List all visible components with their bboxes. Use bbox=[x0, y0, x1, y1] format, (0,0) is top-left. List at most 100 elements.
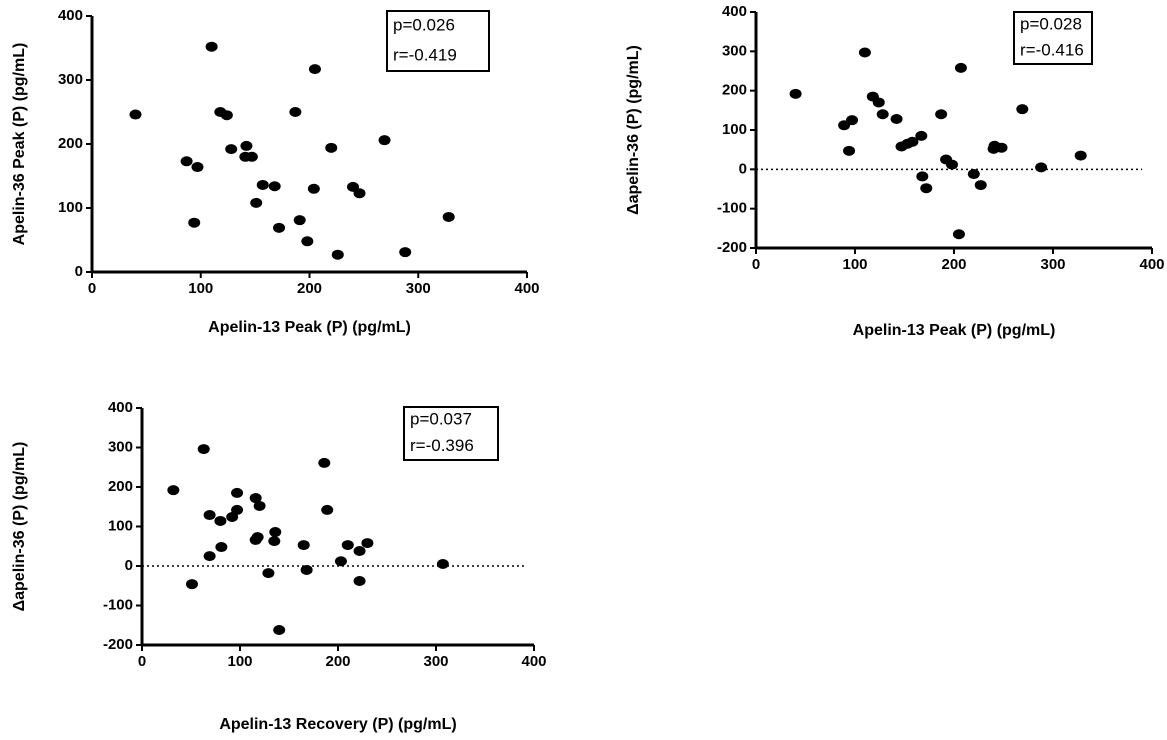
point bbox=[789, 88, 802, 99]
point bbox=[203, 510, 216, 521]
annotation-text: r=-0.419 bbox=[393, 45, 457, 64]
point bbox=[361, 538, 374, 549]
y-tick-label: 200 bbox=[108, 478, 133, 495]
point bbox=[301, 236, 314, 247]
y-tick-label: 0 bbox=[125, 557, 133, 574]
point bbox=[915, 130, 928, 141]
x-tick-label: 400 bbox=[514, 280, 539, 297]
point bbox=[876, 109, 889, 120]
y-tick-label: 100 bbox=[58, 199, 83, 216]
point bbox=[906, 136, 919, 147]
point bbox=[846, 115, 859, 126]
point bbox=[220, 110, 233, 121]
point bbox=[399, 247, 412, 258]
point bbox=[331, 249, 344, 260]
point bbox=[995, 142, 1008, 153]
point bbox=[180, 156, 193, 167]
y-tick-label: 400 bbox=[58, 7, 83, 24]
point bbox=[353, 545, 366, 556]
point bbox=[341, 540, 354, 551]
point bbox=[250, 197, 263, 208]
point bbox=[167, 485, 180, 496]
point bbox=[289, 107, 302, 117]
y-axis-label: Δapelin-36 (P) (pg/mL) bbox=[625, 45, 642, 215]
point bbox=[872, 97, 885, 108]
y-tick-label: 400 bbox=[722, 3, 747, 20]
annotation-text: p=0.028 bbox=[1020, 14, 1082, 33]
point bbox=[307, 183, 320, 194]
point bbox=[256, 179, 269, 190]
y-tick-label: 200 bbox=[58, 135, 83, 152]
x-tick-label: 400 bbox=[521, 653, 546, 670]
point bbox=[293, 215, 306, 226]
point bbox=[890, 113, 903, 124]
y-tick-label: 300 bbox=[108, 438, 133, 455]
x-tick-label: 200 bbox=[297, 280, 322, 297]
point bbox=[231, 487, 244, 498]
point bbox=[1074, 150, 1087, 161]
annotation-text: p=0.026 bbox=[393, 15, 455, 34]
annotation-text: r=-0.396 bbox=[410, 436, 474, 455]
point bbox=[353, 576, 366, 587]
x-tick-label: 100 bbox=[227, 653, 252, 670]
point bbox=[268, 536, 281, 547]
y-axis-label: Δapelin-36 (P) (pg/mL) bbox=[11, 442, 28, 612]
annotation-box bbox=[1013, 11, 1093, 65]
x-tick-label: 400 bbox=[1139, 256, 1164, 273]
x-tick-label: 300 bbox=[423, 653, 448, 670]
point bbox=[858, 47, 871, 58]
point bbox=[225, 144, 238, 155]
point bbox=[240, 140, 253, 151]
point bbox=[273, 624, 286, 635]
x-tick-label: 300 bbox=[406, 280, 431, 297]
point bbox=[1035, 162, 1048, 173]
x-tick-label: 0 bbox=[138, 653, 146, 670]
point bbox=[318, 457, 331, 468]
point bbox=[974, 180, 987, 191]
point bbox=[268, 181, 281, 192]
point bbox=[215, 542, 228, 553]
annotation-box bbox=[403, 406, 499, 461]
point bbox=[967, 169, 980, 180]
y-tick-label: 200 bbox=[722, 82, 747, 99]
point bbox=[1016, 104, 1029, 115]
point bbox=[916, 171, 929, 182]
y-tick-label: 300 bbox=[58, 71, 83, 88]
point bbox=[205, 41, 218, 52]
annotation-text: r=-0.416 bbox=[1020, 40, 1084, 59]
point bbox=[214, 515, 227, 526]
point bbox=[378, 135, 391, 146]
x-tick-label: 0 bbox=[88, 280, 96, 297]
x-tick-label: 200 bbox=[941, 256, 966, 273]
x-tick-label: 100 bbox=[188, 280, 213, 297]
x-axis-label: Apelin-13 Peak (P) (pg/mL) bbox=[853, 322, 1056, 339]
y-tick-label: 300 bbox=[722, 42, 747, 59]
point bbox=[920, 183, 933, 194]
y-tick-label: -100 bbox=[103, 596, 133, 613]
point bbox=[843, 145, 856, 156]
point bbox=[203, 551, 216, 562]
point bbox=[185, 579, 198, 590]
point bbox=[436, 559, 449, 570]
x-tick-label: 100 bbox=[842, 256, 867, 273]
x-tick-label: 0 bbox=[752, 256, 760, 273]
y-tick-label: 400 bbox=[108, 399, 133, 416]
point bbox=[297, 540, 310, 551]
point bbox=[273, 222, 286, 233]
point bbox=[325, 142, 338, 153]
x-tick-label: 300 bbox=[1040, 256, 1065, 273]
point bbox=[269, 527, 282, 538]
point bbox=[262, 568, 275, 579]
point bbox=[251, 532, 264, 543]
point bbox=[321, 504, 334, 515]
point bbox=[442, 211, 455, 222]
point bbox=[300, 564, 313, 575]
y-tick-label: 0 bbox=[75, 263, 83, 280]
annotation-text: p=0.037 bbox=[410, 410, 472, 429]
point bbox=[308, 64, 321, 75]
y-axis-label: Apelin-36 Peak (P) (pg/mL) bbox=[11, 43, 28, 246]
point bbox=[954, 62, 967, 73]
y-tick-label: -200 bbox=[717, 239, 747, 256]
point bbox=[245, 151, 258, 162]
